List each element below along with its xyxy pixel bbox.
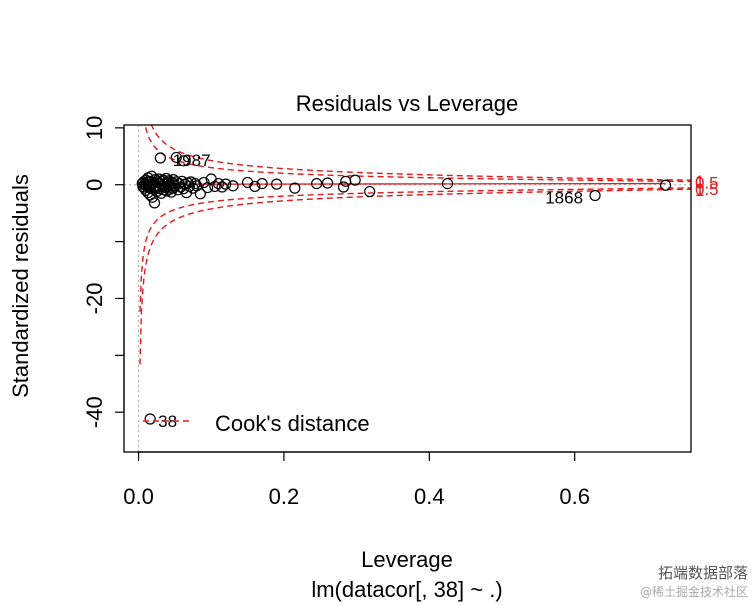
data-point: [178, 155, 190, 167]
data-point: [311, 177, 323, 190]
data-point: [194, 188, 206, 200]
x-tick-label: 0.4: [414, 484, 445, 509]
x-tick-label: 0.6: [559, 484, 590, 509]
cook-distance-contours: [139, 125, 691, 365]
x-axis-label: Leverage: [361, 547, 453, 572]
legend-label: Cook's distance: [215, 411, 370, 436]
legend: Cook's distance: [143, 411, 370, 436]
data-point: [441, 177, 454, 190]
data-point: [189, 177, 201, 190]
cook-contour-upper: [150, 125, 691, 181]
cook-level-label: 1: [695, 181, 704, 200]
data-point: [209, 180, 221, 193]
data-point: [148, 197, 161, 209]
y-tick-label: 0: [82, 179, 107, 191]
data-point: [220, 178, 232, 190]
data-point: [364, 185, 376, 198]
y-tick-label: -40: [82, 396, 107, 428]
y-tick-label: 10: [82, 116, 107, 140]
data-point: [321, 177, 334, 189]
cook-contour-lower: [139, 188, 691, 365]
watermark-line2: @稀土掘金技术社区: [639, 585, 748, 599]
data-points: [136, 151, 672, 425]
data-point: [154, 152, 166, 164]
data-point: [589, 189, 601, 202]
cook-level-label: 0.5: [695, 180, 719, 199]
point-label-1987: 1987: [173, 151, 211, 170]
point-label-1868: 1868: [545, 189, 583, 208]
data-point: [170, 151, 182, 164]
data-point: [212, 177, 225, 190]
cook-contour-upper: [144, 125, 691, 183]
data-point: [289, 182, 301, 194]
cook-contour-lower: [139, 187, 691, 312]
y-axis-label: Standardized residuals: [8, 174, 33, 398]
plot-frame: [123, 124, 692, 453]
x-tick-label: 0.2: [269, 484, 300, 509]
chart-title: Residuals vs Leverage: [296, 91, 519, 116]
data-point: [249, 180, 261, 193]
data-point: [337, 181, 350, 193]
x-axis-sublabel: lm(datacor[, 38] ~ .): [311, 577, 502, 602]
data-point: [216, 181, 228, 193]
data-point: [161, 185, 173, 197]
data-point: [659, 179, 672, 191]
cook-level-label: 1: [695, 172, 704, 191]
y-axis: 10 0 -20 -40: [82, 116, 125, 428]
data-point: [256, 177, 268, 190]
data-point: [227, 180, 239, 192]
data-point: [271, 178, 283, 190]
x-tick-label: 0.0: [123, 484, 154, 509]
y-tick-label: -20: [82, 283, 107, 315]
watermark: 拓端数据部落 @稀土掘金技术社区: [640, 562, 748, 600]
watermark-line1: 拓端数据部落: [657, 564, 748, 582]
data-point: [167, 173, 180, 186]
data-point: [146, 170, 158, 182]
x-axis: 0.0 0.2 0.4 0.6: [123, 451, 590, 509]
data-point: [349, 174, 361, 186]
cook-level-label: 0.5: [695, 174, 719, 193]
data-point: [144, 413, 156, 425]
data-point: [176, 175, 188, 187]
